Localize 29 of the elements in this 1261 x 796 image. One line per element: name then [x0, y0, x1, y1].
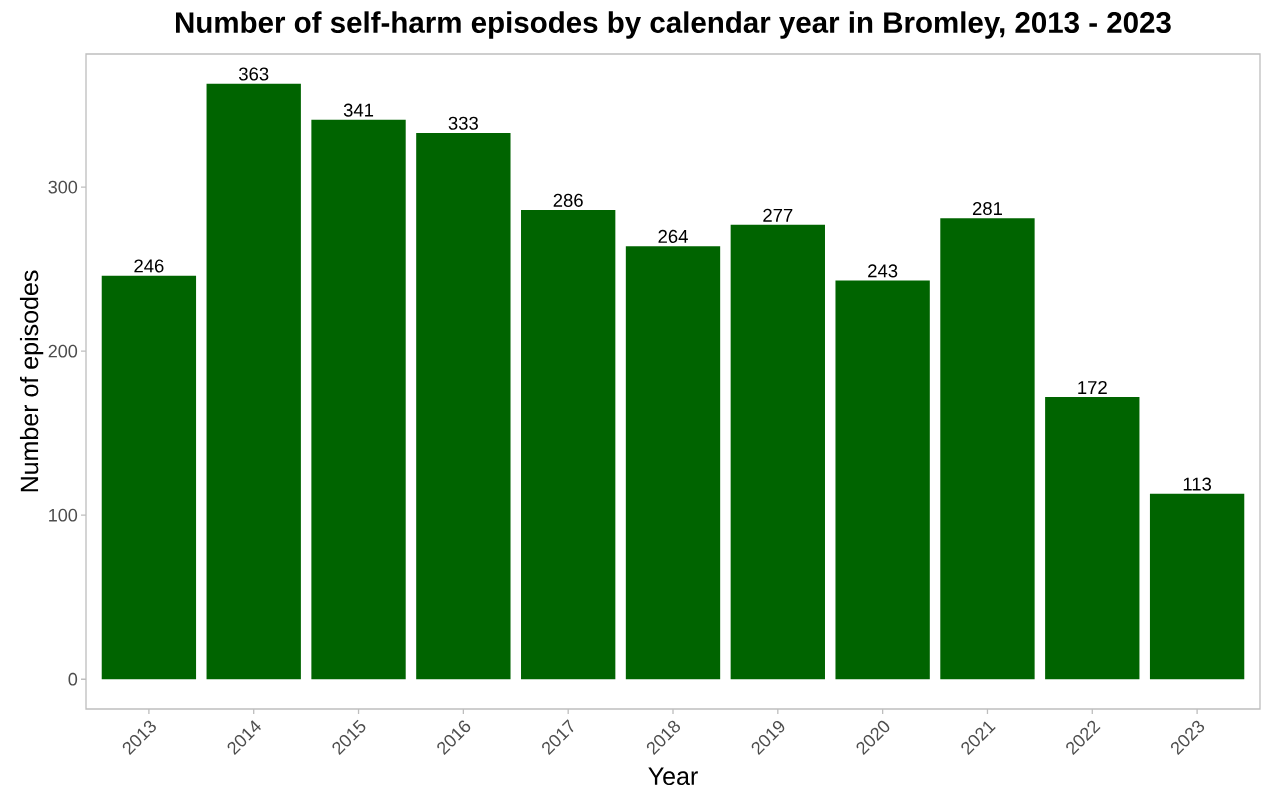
- bar: [1045, 397, 1140, 680]
- y-tick-label: 300: [48, 180, 78, 194]
- bar: [311, 119, 406, 680]
- data-label: 246: [134, 259, 164, 273]
- data-label: 333: [448, 116, 478, 130]
- x-axis-title: Year: [648, 767, 698, 786]
- y-tick-label: 200: [48, 344, 78, 358]
- data-label: 113: [1183, 477, 1212, 491]
- bar: [416, 132, 511, 680]
- data-label: 277: [763, 208, 793, 222]
- y-axis-title: Number of episodes: [19, 270, 44, 492]
- data-label: 243: [868, 264, 898, 278]
- data-label: 363: [238, 67, 269, 81]
- data-label: 264: [658, 229, 688, 243]
- bar: [1149, 493, 1245, 680]
- bar: [625, 246, 721, 680]
- bar: [730, 224, 825, 680]
- data-label: 281: [972, 201, 1002, 216]
- y-tick-label: 0: [68, 672, 78, 686]
- bar: [940, 218, 1035, 680]
- y-tick-label: 100: [49, 508, 78, 522]
- bar: [835, 280, 930, 680]
- bar: [206, 83, 301, 680]
- data-label: 286: [553, 193, 583, 207]
- data-label: 341: [343, 103, 374, 117]
- data-label: 172: [1078, 380, 1107, 394]
- bar: [101, 275, 197, 680]
- bar: [521, 210, 616, 680]
- chart-title: Number of self-harm episodes by calendar year in Bromley, 2013 - 2023: [176, 11, 1171, 39]
